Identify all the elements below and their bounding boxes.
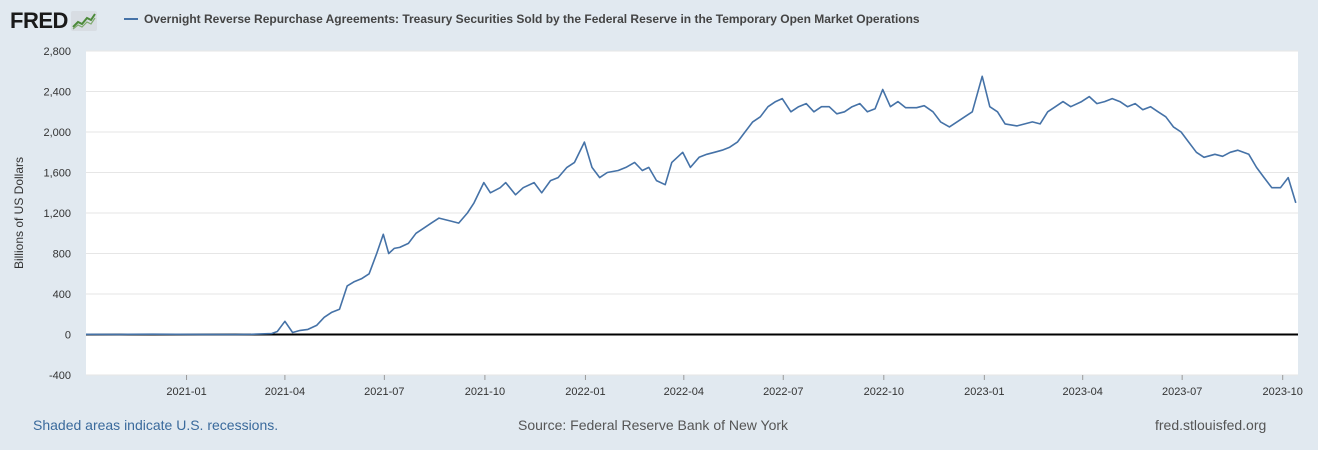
y-tick-label: 2,800	[43, 46, 71, 58]
source-note: Source: Federal Reserve Bank of New York	[518, 417, 789, 433]
x-tick-label: 2022-01	[565, 386, 605, 398]
x-tick-label: 2023-10	[1263, 386, 1303, 398]
x-tick-label: 2021-04	[265, 386, 305, 398]
y-tick-label: 2,400	[43, 87, 71, 99]
y-tick-label: 1,200	[43, 208, 71, 220]
fred-logo[interactable]: FRED	[10, 8, 97, 34]
x-tick-label: 2021-10	[465, 386, 505, 398]
y-tick-label: 800	[53, 249, 71, 261]
site-url[interactable]: fred.stlouisfed.org	[1155, 417, 1267, 433]
y-tick-label: 0	[65, 330, 71, 342]
fred-logo-text: FRED	[10, 8, 68, 33]
x-tick-label: 2022-07	[763, 386, 803, 398]
legend-swatch	[124, 18, 138, 20]
x-tick-label: 2023-07	[1162, 386, 1202, 398]
recessions-note: Shaded areas indicate U.S. recessions.	[33, 417, 279, 433]
chart-plot: -400 0 400 800 1,200 1,600 2,000 2,400 2,800 202…	[43, 46, 1303, 398]
legend-series-name: Overnight Reverse Repurchase Agreements:…	[144, 12, 920, 26]
x-tick-label: 2021-01	[166, 386, 206, 398]
y-tick-label: 2,000	[43, 127, 71, 139]
trend-chart-icon	[70, 11, 97, 31]
x-tick-label: 2022-10	[864, 386, 904, 398]
x-tick-label: 2023-04	[1063, 386, 1103, 398]
x-tick-labels: 2021-01 2021-04 2021-07 2021-10 2022-01 2022-…	[166, 375, 1303, 398]
y-tick-label: -400	[49, 370, 71, 382]
chart-legend: Overnight Reverse Repurchase Agreements:…	[124, 12, 920, 26]
y-tick-labels: -400 0 400 800 1,200 1,600 2,000 2,400 2,800	[43, 46, 71, 382]
x-tick-label: 2021-07	[364, 386, 404, 398]
series-line	[85, 75, 1297, 336]
x-tick-label: 2023-01	[964, 386, 1004, 398]
x-tick-label: 2022-04	[664, 386, 704, 398]
y-tick-label: 400	[53, 289, 71, 301]
y-tick-label: 1,600	[43, 168, 71, 180]
grid-lines	[86, 50, 1298, 376]
